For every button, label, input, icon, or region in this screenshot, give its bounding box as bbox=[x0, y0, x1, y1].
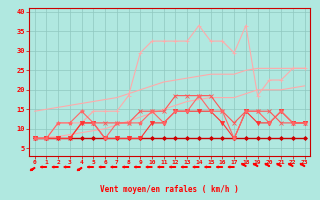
X-axis label: Vent moyen/en rafales ( km/h ): Vent moyen/en rafales ( km/h ) bbox=[100, 185, 239, 194]
